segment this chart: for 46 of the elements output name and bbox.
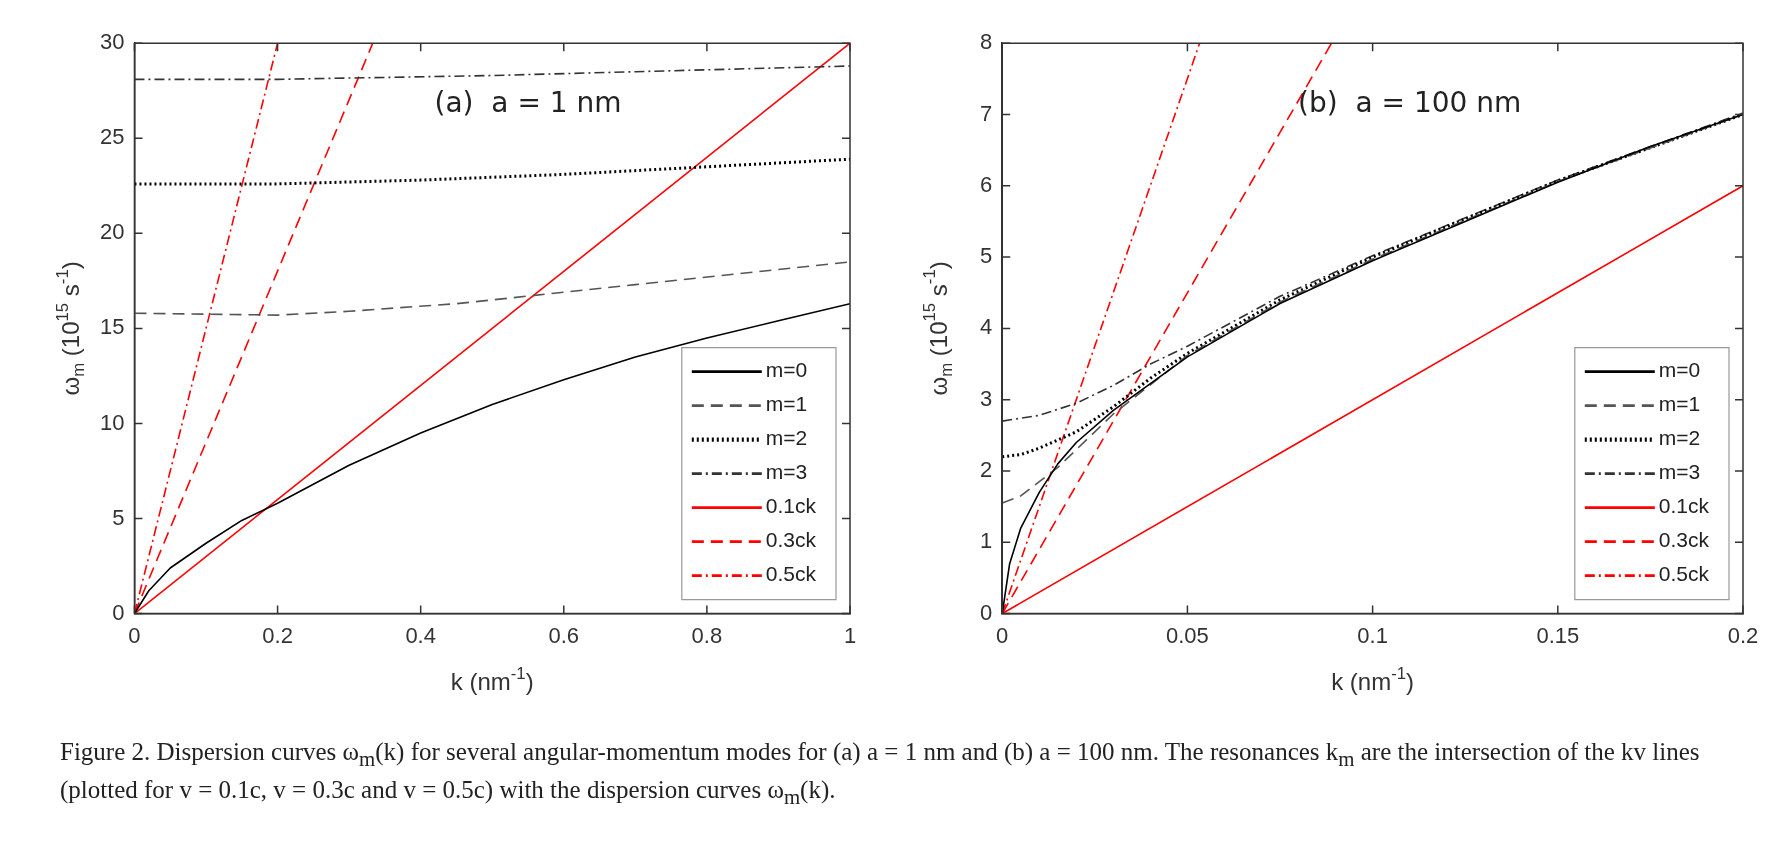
legend-label: m=1: [1658, 392, 1701, 416]
x-tick-label: 0.6: [548, 622, 580, 648]
y-tick-label: 25: [99, 124, 125, 150]
x-tick-label: 1: [843, 622, 857, 648]
x-tick-label: 0.2: [262, 622, 293, 648]
y-tick-label: 3: [979, 385, 993, 411]
annotation: (a) a = 1 nm: [434, 86, 622, 120]
legend-label: m=2: [1658, 426, 1701, 450]
y-tick-label: 5: [979, 243, 993, 269]
y-tick-label: 0: [979, 599, 993, 625]
legend-label: 0.3ck: [765, 528, 817, 552]
legend-label: m=2: [765, 426, 808, 450]
y-tick-label: 4: [979, 314, 993, 340]
y-tick-label: 10: [99, 409, 125, 435]
legend-label: 0.1ck: [1658, 494, 1710, 518]
x-tick-label: 0.8: [691, 622, 723, 648]
x-tick-label: 0.05: [1166, 622, 1209, 648]
text: Figure 2. Dispersion curves ω$_{m}$(k) for several angular-momentum modes for (a) a = 1 nm and (b) a = 100 nm. The resonances k$_{m}$ are the intersection of the kv lines (plotted for v = 0.1c, v = 0.3c and v = 0.5c) with the dispersion curves ω$_{m}$(k).: [60, 738, 1700, 810]
legend-label: 0.3ck: [1658, 528, 1710, 552]
x-tick-label: 0: [128, 622, 141, 648]
y-tick-label: 8: [979, 29, 993, 55]
annotation: (b) a = 100 nm: [1298, 86, 1522, 120]
y-tick-label: 0: [112, 599, 125, 625]
legend-label: m=1: [765, 392, 808, 416]
y-axis-title: ωm (1015 s-1): [52, 261, 89, 396]
legend-label: 0.5ck: [765, 562, 817, 586]
y-axis-title: ωm (1015 s-1): [920, 261, 957, 396]
y-tick-label: 15: [99, 314, 125, 340]
legend-label: m=0: [765, 358, 808, 382]
x-tick-label: 0.2: [1727, 622, 1759, 648]
y-tick-label: 7: [979, 100, 993, 126]
legend-label: m=3: [765, 460, 808, 484]
legend-label: 0.5ck: [1658, 562, 1710, 586]
y-tick-label: 5: [112, 504, 125, 530]
y-tick-label: 2: [979, 457, 993, 483]
x-tick-label: 0.15: [1536, 622, 1580, 648]
y-tick-label: 20: [99, 219, 125, 245]
x-tick-label: 0: [996, 622, 1009, 648]
x-tick-label: 0.4: [405, 622, 436, 648]
legend-label: m=3: [1658, 460, 1701, 484]
y-tick-label: 6: [979, 171, 993, 197]
legend-label: 0.1ck: [765, 494, 817, 518]
x-tick-label: 0.1: [1357, 622, 1388, 648]
legend-label: m=0: [1658, 358, 1701, 382]
y-tick-label: 30: [99, 29, 125, 55]
y-tick-label: 1: [979, 528, 993, 554]
